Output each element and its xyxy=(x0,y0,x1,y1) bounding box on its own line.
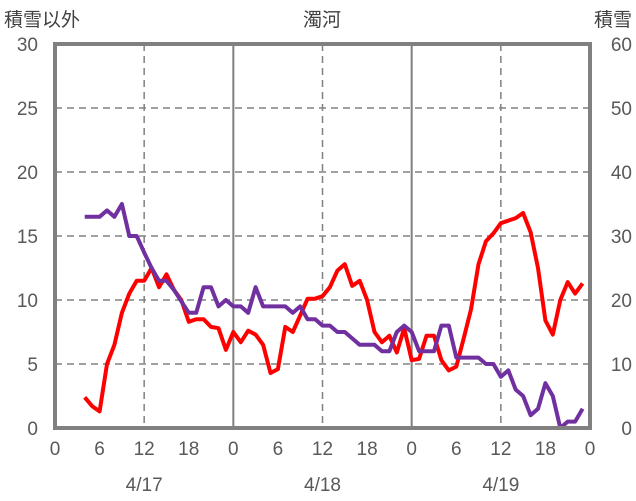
y-left-tick-label: 5 xyxy=(27,355,38,376)
y-left-tick-label: 15 xyxy=(17,227,38,248)
left-axis-label: 積雪以外 xyxy=(4,9,80,31)
series-line-non-snow xyxy=(83,211,585,414)
x-tick-label: 18 xyxy=(535,439,556,460)
y-right-tick-label: 40 xyxy=(611,163,632,184)
date-label: 4/19 xyxy=(482,475,519,496)
y-right-tick-label: 10 xyxy=(611,355,632,376)
x-tick-label: 6 xyxy=(451,439,462,460)
x-tick-label: 0 xyxy=(228,439,239,460)
x-tick-label: 12 xyxy=(134,439,155,460)
y-right-tick-label: 60 xyxy=(611,35,632,56)
x-tick-label: 0 xyxy=(585,439,596,460)
y-right-tick-label: 50 xyxy=(611,99,632,120)
y-left-tick-label: 25 xyxy=(17,99,38,120)
series-line-snow xyxy=(84,202,585,430)
x-tick-label: 6 xyxy=(94,439,105,460)
plot-frame xyxy=(53,42,592,430)
ticks: 0 5 10 15 20 25 30 0 10 20 30 40 50 60 0 6 12 18 0 6 12 18 0 6 1… xyxy=(17,35,632,496)
x-tick-label: 0 xyxy=(50,439,61,460)
right-axis-label: 積雪 xyxy=(594,9,632,31)
date-label: 4/18 xyxy=(304,475,341,496)
y-right-tick-label: 30 xyxy=(611,227,632,248)
y-left-tick-label: 0 xyxy=(27,419,38,440)
x-tick-label: 18 xyxy=(357,439,378,460)
y-left-tick-label: 10 xyxy=(17,291,38,312)
x-tick-label: 12 xyxy=(490,439,511,460)
x-tick-label: 6 xyxy=(273,439,284,460)
x-tick-label: 0 xyxy=(406,439,417,460)
date-label: 4/17 xyxy=(126,475,163,496)
x-tick-label: 12 xyxy=(312,439,333,460)
y-left-tick-label: 20 xyxy=(17,163,38,184)
y-right-tick-label: 0 xyxy=(621,419,632,440)
chart-title: 濁河 xyxy=(303,9,341,31)
x-tick-label: 18 xyxy=(178,439,199,460)
series-group xyxy=(83,202,585,430)
y-left-tick-label: 30 xyxy=(17,35,38,56)
y-right-tick-label: 20 xyxy=(611,291,632,312)
grid xyxy=(55,44,590,428)
